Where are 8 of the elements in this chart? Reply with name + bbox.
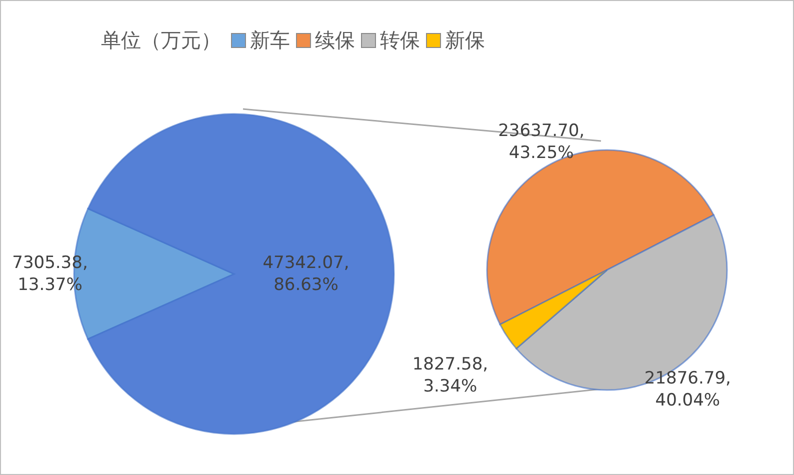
legend-label: 新保 [445,27,485,54]
chart-title: 单位（万元） [101,27,221,54]
data-label: 23637.70, 43.25% [498,120,585,162]
legend-label: 续保 [315,27,355,54]
legend-label: 新车 [250,27,290,54]
data-label: 47342.07, 86.63% [262,252,350,295]
legend-label: 转保 [380,27,420,54]
data-label: 1827.58, 3.34% [412,354,488,396]
